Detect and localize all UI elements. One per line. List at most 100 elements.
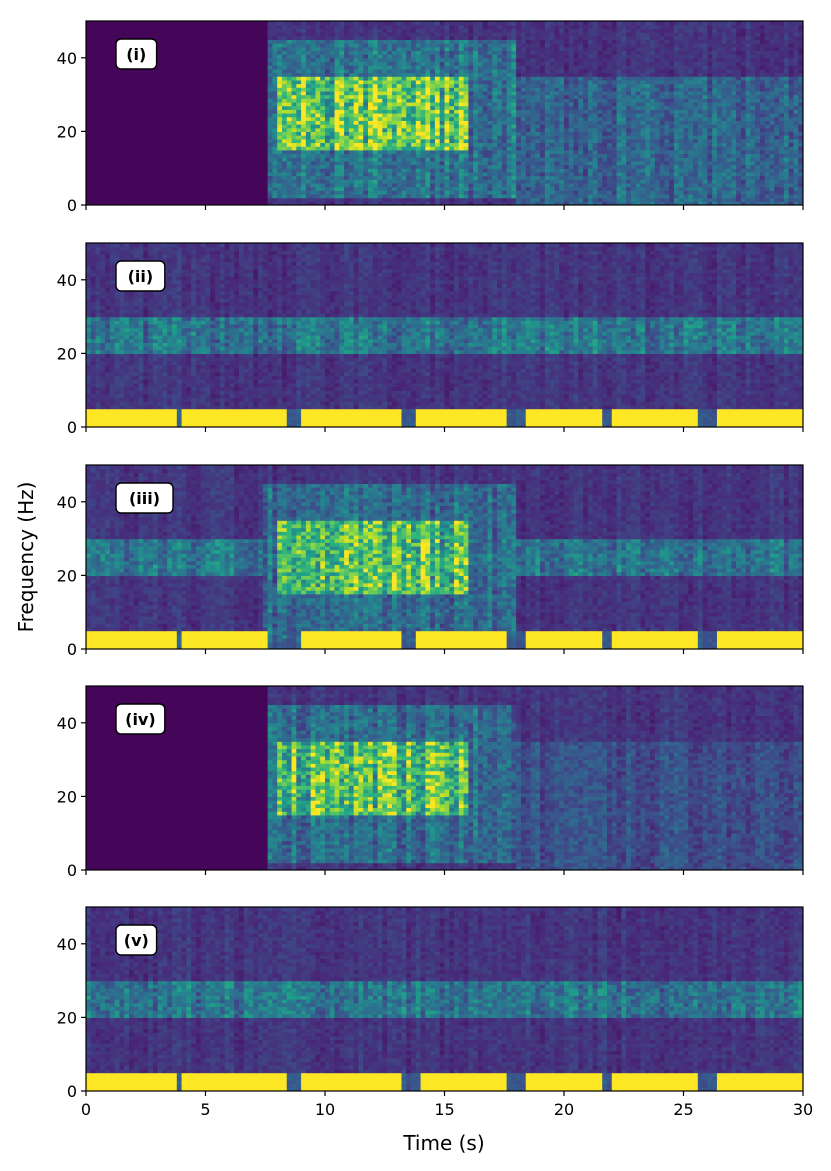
heatmap-cell [487, 193, 493, 199]
heatmap-cell [477, 157, 484, 162]
heatmap-cell [329, 76, 336, 81]
heatmap-cell [549, 164, 556, 169]
heatmap-cell [353, 135, 360, 140]
heatmap-cell [401, 131, 407, 136]
heatmap-cell [329, 113, 336, 118]
heatmap-cell [406, 131, 412, 136]
heatmap-cell [559, 149, 565, 155]
heatmap-cell [281, 160, 288, 166]
heatmap-cell [415, 65, 422, 70]
heatmap-cell [162, 131, 168, 136]
heatmap-cell [339, 54, 345, 59]
heatmap-cell [301, 79, 307, 85]
heatmap-cell [391, 65, 398, 70]
heatmap-cell [186, 109, 192, 114]
heatmap-cell [105, 98, 111, 103]
heatmap-cell [215, 193, 221, 199]
heatmap-cell [339, 28, 345, 33]
heatmap-cell [176, 50, 183, 55]
heatmap-cell [133, 164, 140, 169]
heatmap-cell [253, 83, 259, 88]
heatmap-cell [511, 101, 517, 107]
heatmap-cell [238, 131, 245, 136]
heatmap-cell [210, 57, 216, 63]
heatmap-cell [224, 61, 230, 66]
heatmap-cell [358, 109, 364, 114]
heatmap-cell [253, 65, 259, 70]
heatmap-cell [100, 127, 106, 132]
heatmap-cell [291, 113, 297, 118]
heatmap-cell [238, 72, 245, 77]
heatmap-cell [501, 83, 508, 88]
heatmap-cell [458, 127, 465, 132]
heatmap-cell [224, 186, 230, 191]
heatmap-cell [425, 135, 431, 140]
heatmap-cell [143, 109, 149, 114]
heatmap-cell [406, 57, 412, 63]
heatmap-cell [477, 90, 484, 96]
heatmap-cell [525, 98, 532, 103]
heatmap-cell [430, 182, 436, 188]
heatmap-cell [535, 101, 541, 107]
heatmap-cell [377, 109, 383, 114]
heatmap-cell [234, 46, 240, 52]
heatmap-cell [506, 21, 513, 26]
heatmap-cell [243, 175, 250, 180]
heatmap-cell [544, 24, 551, 29]
heatmap-cell [234, 168, 240, 173]
heatmap-cell [320, 68, 326, 74]
heatmap-cell [487, 54, 493, 59]
heatmap-cell [458, 124, 465, 129]
heatmap-cell [554, 127, 560, 132]
heatmap-cell [172, 182, 178, 188]
heatmap-cell [286, 87, 293, 92]
heatmap-cell [372, 50, 379, 55]
heatmap-cell [109, 61, 116, 66]
heatmap-cell [544, 32, 551, 37]
heatmap-cell [473, 193, 479, 199]
heatmap-cell [238, 179, 245, 184]
heatmap-cell [119, 83, 125, 88]
heatmap-cell [195, 138, 202, 144]
heatmap-cell [329, 175, 336, 180]
heatmap-cell [291, 186, 297, 191]
heatmap-cell [516, 127, 522, 132]
heatmap-cell [544, 94, 551, 99]
heatmap-cell [411, 21, 417, 26]
heatmap-cell [138, 101, 144, 107]
heatmap-cell [454, 98, 460, 103]
heatmap-cell [243, 50, 250, 55]
heatmap-cell [291, 21, 297, 26]
heatmap-cell [129, 197, 135, 202]
heatmap-cell [148, 142, 154, 147]
heatmap-cell [248, 153, 254, 158]
heatmap-cell [420, 72, 426, 77]
heatmap-cell [487, 127, 493, 132]
heatmap-cell [549, 131, 556, 136]
heatmap-cell [454, 131, 460, 136]
heatmap-cell [363, 175, 369, 180]
heatmap-cell [157, 190, 164, 195]
heatmap-cell [497, 113, 503, 118]
heatmap-cell [205, 113, 211, 118]
heatmap-cell [219, 179, 226, 184]
heatmap-cell [253, 61, 259, 66]
heatmap-cell [329, 21, 336, 26]
heatmap-cell [387, 61, 393, 66]
heatmap-cell [181, 175, 187, 180]
heatmap-cell [492, 109, 498, 114]
heatmap-cell [540, 142, 546, 147]
heatmap-cell [229, 65, 235, 70]
heatmap-cell [559, 39, 565, 44]
heatmap-cell [119, 105, 125, 110]
heatmap-cell [382, 186, 388, 191]
heatmap-cell [301, 90, 307, 96]
heatmap-cell [420, 138, 426, 144]
heatmap-cell [530, 98, 536, 103]
heatmap-cell [511, 61, 517, 66]
heatmap-cell [114, 186, 121, 191]
heatmap-cell [258, 39, 264, 44]
heatmap-cell [439, 138, 446, 144]
heatmap-cell [525, 164, 532, 169]
heatmap-cell [176, 179, 183, 184]
